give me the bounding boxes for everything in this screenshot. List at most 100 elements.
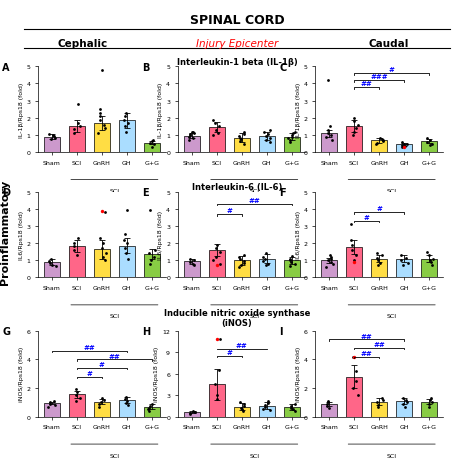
Point xyxy=(74,120,82,127)
Point xyxy=(191,409,199,416)
Point xyxy=(210,257,217,264)
Point xyxy=(101,257,109,264)
Point xyxy=(98,67,106,74)
Bar xyxy=(183,413,200,417)
Point xyxy=(191,130,198,138)
Point xyxy=(187,131,194,138)
Text: ##: ## xyxy=(83,344,95,350)
Point xyxy=(211,120,219,127)
Bar xyxy=(44,263,60,278)
Point xyxy=(399,139,406,146)
Point xyxy=(185,137,192,144)
Bar xyxy=(209,385,225,417)
Point xyxy=(264,131,272,138)
Point xyxy=(75,101,82,108)
Text: SPINAL CORD: SPINAL CORD xyxy=(190,14,284,27)
Point xyxy=(399,401,407,408)
Point xyxy=(426,397,434,404)
Point xyxy=(50,397,58,405)
Point xyxy=(216,336,223,343)
Point xyxy=(120,117,128,124)
Point xyxy=(423,248,430,256)
Point xyxy=(403,399,411,406)
Point xyxy=(71,130,78,138)
Text: D: D xyxy=(2,188,10,198)
Point xyxy=(185,134,193,141)
Point xyxy=(352,252,359,259)
Text: SCI: SCI xyxy=(109,189,119,194)
Point xyxy=(97,235,104,242)
Point xyxy=(99,240,107,247)
Bar xyxy=(69,394,85,417)
Bar xyxy=(321,404,337,417)
Point xyxy=(401,403,409,410)
Point xyxy=(45,258,53,265)
Point xyxy=(263,133,270,140)
Point xyxy=(329,260,337,268)
Point xyxy=(288,253,295,260)
Point xyxy=(73,252,81,259)
Point xyxy=(379,137,386,144)
Text: ##: ## xyxy=(361,81,373,87)
Point xyxy=(240,252,248,259)
Point xyxy=(45,403,52,410)
Point xyxy=(352,367,360,375)
Point xyxy=(148,138,156,145)
Point xyxy=(149,137,156,144)
Point xyxy=(215,130,222,138)
Point xyxy=(98,394,105,402)
Bar xyxy=(346,248,362,278)
Text: SCI: SCI xyxy=(109,453,119,457)
Text: Interleukin-6 (IL-6): Interleukin-6 (IL-6) xyxy=(192,183,282,192)
Point xyxy=(46,131,53,138)
Point xyxy=(378,394,386,402)
Point xyxy=(186,132,193,139)
Point xyxy=(327,132,335,139)
Point xyxy=(241,258,248,265)
Point xyxy=(241,140,248,148)
Point xyxy=(287,402,295,410)
Point xyxy=(148,144,155,151)
Point xyxy=(148,60,156,68)
Point xyxy=(186,410,194,418)
Point xyxy=(72,397,79,405)
Point xyxy=(210,132,217,139)
Point xyxy=(266,127,273,134)
Text: ##: ## xyxy=(236,343,247,349)
Point xyxy=(237,261,245,269)
Point xyxy=(423,135,430,143)
Text: Injury Epicenter: Injury Epicenter xyxy=(196,39,278,50)
Bar xyxy=(421,142,438,153)
Text: SCI: SCI xyxy=(249,189,259,194)
Point xyxy=(189,407,197,415)
Point xyxy=(186,255,194,263)
Point xyxy=(210,117,217,124)
Point xyxy=(148,401,156,408)
Text: H: H xyxy=(142,327,150,337)
Point xyxy=(213,245,220,252)
Bar xyxy=(346,377,362,417)
Point xyxy=(286,263,294,270)
Point xyxy=(122,400,129,407)
Text: C: C xyxy=(279,63,287,73)
Point xyxy=(190,257,198,264)
Point xyxy=(71,243,78,250)
Point xyxy=(328,137,336,144)
Point xyxy=(216,260,224,268)
Point xyxy=(426,257,433,264)
Point xyxy=(211,381,219,388)
Point xyxy=(70,126,77,133)
Point xyxy=(324,127,332,134)
Point xyxy=(403,140,411,148)
Point xyxy=(212,254,220,261)
Point xyxy=(146,260,154,268)
Bar xyxy=(421,259,438,278)
Point xyxy=(427,142,434,150)
Point xyxy=(350,259,358,266)
Point xyxy=(213,336,220,343)
Point xyxy=(347,221,355,228)
Point xyxy=(289,406,296,413)
Point xyxy=(120,237,128,244)
Point xyxy=(121,245,129,252)
Point xyxy=(51,401,59,409)
